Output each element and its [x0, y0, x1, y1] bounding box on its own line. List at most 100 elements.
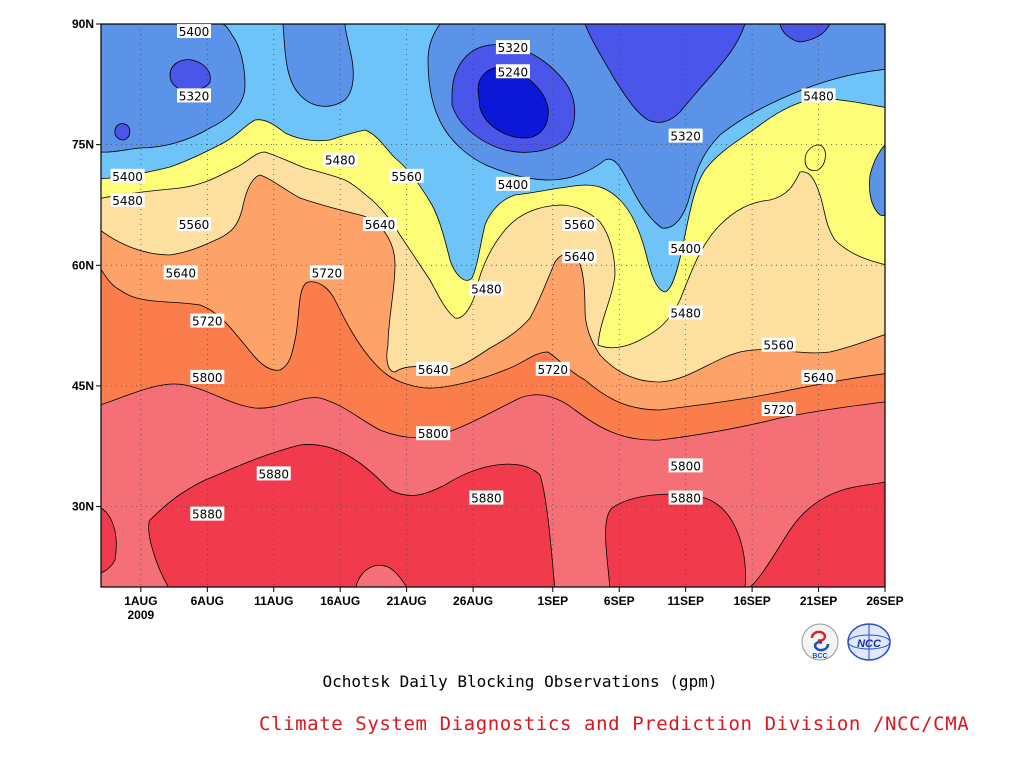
- contour-label-bg: [163, 265, 198, 280]
- x-year-label: 2009: [128, 608, 155, 622]
- contour-label: 5640: [562, 249, 597, 264]
- contour-label-bg: [469, 490, 504, 505]
- contour-label-bg: [177, 88, 212, 103]
- band-5320-5400-right: [869, 144, 885, 217]
- contour-label-text: 5480: [471, 282, 502, 296]
- contour-label-text: 5720: [763, 403, 794, 417]
- contour-label: 5640: [163, 265, 198, 280]
- contour-label-text: 5320: [670, 130, 701, 144]
- island-5480-small: [804, 144, 826, 171]
- contour-label-bg: [190, 369, 225, 384]
- x-axis: 1AUG 6AUG 11AUG 16AUG 21AUG 26AUG 1SEP 6SEP 11SE…: [124, 587, 904, 622]
- y-axis: 30N 45N 60N 75N 90N: [72, 17, 101, 514]
- contour-label-bg: [469, 281, 504, 296]
- contour-label-bg: [177, 217, 212, 232]
- contour-label-text: 5480: [670, 307, 701, 321]
- contour-label: 5480: [323, 152, 358, 168]
- contour-label-bg: [535, 361, 570, 376]
- ncc-logo: NCC: [847, 623, 891, 661]
- contour-label: 5320: [668, 128, 703, 144]
- contour-label-text: 5880: [471, 492, 502, 506]
- x-tick-label: 11SEP: [667, 594, 704, 608]
- contour-label-bg: [668, 305, 703, 320]
- contour-label-text: 5400: [498, 178, 529, 192]
- contour-label-text: 5480: [803, 89, 834, 103]
- x-tick-label: 16AUG: [320, 594, 360, 608]
- contour-label: 5880: [668, 490, 703, 506]
- contour-label: 5320: [177, 88, 212, 103]
- contour-label: 5640: [363, 217, 398, 232]
- contour-label-text: 5720: [192, 315, 223, 329]
- contour-label-text: 5400: [179, 25, 210, 39]
- contour-label: 5800: [190, 369, 225, 385]
- contour-label: 5400: [177, 24, 212, 39]
- contour-label: 5640: [416, 361, 451, 377]
- contour-label-text: 5640: [365, 218, 396, 232]
- contour-label: 5560: [177, 217, 212, 232]
- contour-label-text: 5720: [538, 363, 569, 377]
- contour-label: 5720: [190, 313, 225, 329]
- contour-label-text: 5400: [112, 170, 143, 184]
- contour-label: 5560: [389, 168, 424, 184]
- contour-label: 5480: [801, 88, 836, 103]
- contour-label: 5400: [495, 176, 530, 192]
- contour-label-text: 5720: [312, 266, 343, 280]
- contour-label: 5800: [668, 458, 703, 473]
- contour-label: 5480: [668, 305, 703, 321]
- contour-label-bg: [495, 40, 530, 55]
- island-5320-left: [169, 59, 211, 92]
- contour-label: 5400: [668, 241, 703, 256]
- contour-label: 5560: [761, 337, 796, 353]
- contour-label-text: 5800: [192, 371, 223, 385]
- contour-label-bg: [495, 176, 530, 191]
- gridlines: [101, 24, 885, 587]
- x-tick-label: 6AUG: [191, 594, 224, 608]
- contour-label-text: 5640: [165, 266, 196, 280]
- contour-label: 5480: [469, 281, 504, 296]
- band-5240-5320-right: [584, 24, 746, 123]
- contour-label-text: 5640: [418, 363, 449, 377]
- contour-label: 5880: [190, 506, 225, 522]
- contour-label-bg: [256, 466, 291, 481]
- contour-label-text: 5320: [179, 89, 210, 103]
- island-5800-bottom: [355, 564, 408, 587]
- contour-label-bg: [363, 217, 398, 232]
- chart-title: Ochotsk Daily Blocking Observations (gpm…: [322, 672, 718, 691]
- contour-label-bg: [761, 337, 796, 352]
- contour-labels: 5400 5320 5320 5240 5400 5400 5480 5480 5560 5560…: [110, 24, 836, 522]
- contour-label-text: 5240: [498, 65, 529, 79]
- contour-label: 5320: [495, 40, 530, 55]
- bcc-logo: BCC: [801, 623, 839, 661]
- contour-label-bg: [110, 168, 145, 183]
- contour-label-text: 5320: [498, 41, 529, 55]
- contour-label-bg: [668, 458, 703, 473]
- band-5240-5320-farright: [779, 24, 831, 43]
- contour-label-bg: [668, 490, 703, 505]
- contour-label: 5400: [110, 168, 145, 184]
- contour-label: 5720: [309, 265, 344, 280]
- y-tick-label: 45N: [72, 379, 94, 393]
- x-tick-label: 1SEP: [537, 594, 568, 608]
- contour-label-text: 5560: [179, 218, 210, 232]
- contour-label: 5880: [469, 490, 504, 506]
- contour-label-text: 5800: [418, 427, 449, 441]
- x-tick-label: 21AUG: [387, 594, 427, 608]
- ncc-logo-text: NCC: [857, 638, 882, 650]
- contour-label-bg: [177, 24, 212, 39]
- contour-label-text: 5400: [670, 242, 701, 256]
- x-tick-label: 26SEP: [866, 594, 903, 608]
- contour-label-text: 5640: [564, 250, 595, 264]
- bcc-logo-text: BCC: [812, 653, 827, 660]
- contour-label-text: 5880: [258, 467, 289, 481]
- contour-label-text: 5480: [112, 194, 143, 208]
- contour-label-bg: [416, 361, 451, 376]
- contour-label-text: 5880: [192, 508, 223, 522]
- contour-label-bg: [801, 369, 836, 384]
- contour-label: 5880: [256, 466, 291, 481]
- x-tick-label: 6SEP: [604, 594, 635, 608]
- contour-label: 5800: [416, 426, 451, 441]
- contour-label-text: 5880: [670, 492, 701, 506]
- contour-label-bg: [309, 265, 344, 280]
- contour-label: 5640: [801, 369, 836, 385]
- x-tick-label: 26AUG: [453, 594, 493, 608]
